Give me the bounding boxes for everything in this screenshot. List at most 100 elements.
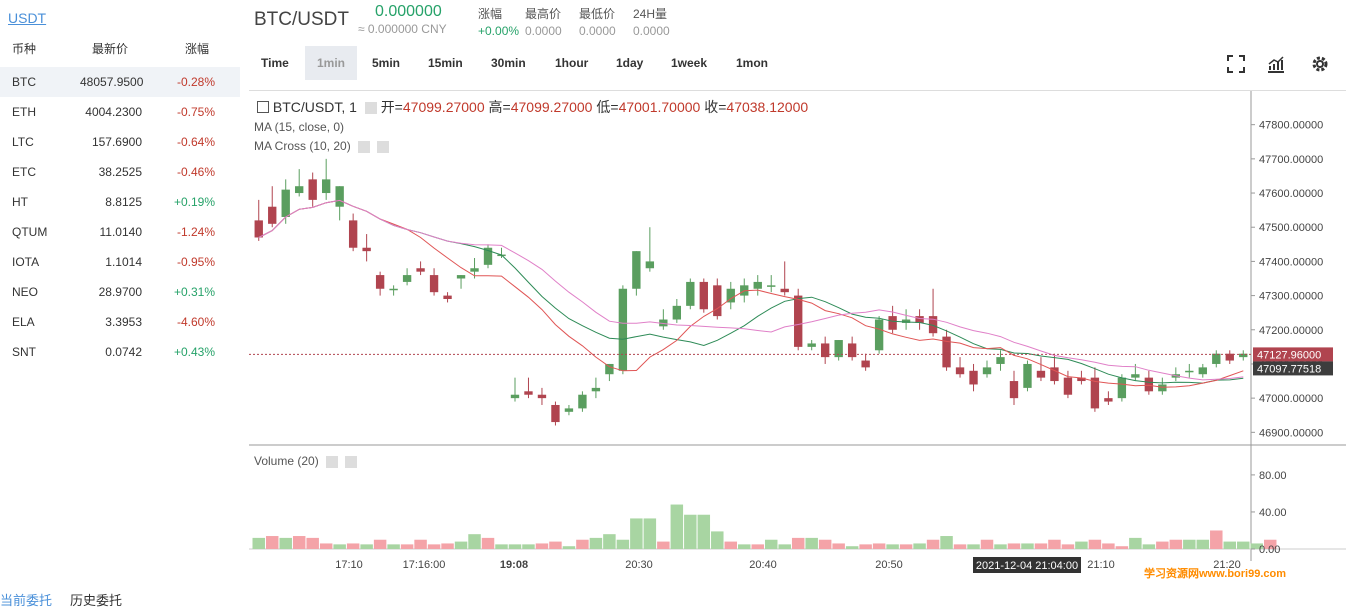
volume-close-icon[interactable] bbox=[345, 455, 358, 468]
header-change[interactable]: 涨幅 bbox=[185, 42, 210, 56]
quote-currency-tab[interactable]: USDT bbox=[8, 10, 47, 26]
ma-cross-settings-icon[interactable] bbox=[358, 140, 371, 153]
candle-body bbox=[551, 404, 560, 423]
price-axis-label: 47200.00000 bbox=[1259, 325, 1323, 337]
candle-body bbox=[1158, 384, 1167, 392]
candle-body bbox=[672, 305, 682, 320]
candle-body bbox=[982, 367, 992, 375]
open-label: 开= bbox=[380, 99, 403, 115]
market-row-btc[interactable]: BTC 48057.9500 -0.28% bbox=[0, 67, 240, 97]
coin-name: QTUM bbox=[12, 225, 48, 239]
candle-body bbox=[470, 268, 479, 272]
coin-change: -4.60% bbox=[176, 315, 215, 329]
interval-1min[interactable]: 1min bbox=[305, 46, 358, 80]
candle-body bbox=[308, 179, 317, 200]
time-axis-label: 20:30 bbox=[625, 559, 653, 571]
candle-body bbox=[955, 367, 965, 375]
coin-name: HT bbox=[12, 195, 28, 209]
candle-body bbox=[888, 316, 897, 330]
interval-time[interactable]: Time bbox=[261, 56, 289, 70]
volume-bar bbox=[1196, 539, 1210, 549]
candle-body bbox=[618, 288, 628, 371]
tab-order-history[interactable]: 历史委托 bbox=[70, 593, 123, 608]
ma-cross-indicator-label[interactable]: MA Cross (10, 20) bbox=[254, 139, 390, 153]
header-price[interactable]: 最新价 bbox=[92, 42, 129, 56]
chart-canvas[interactable]: 47800.00000 47700.00000 47600.00000 47500.0… bbox=[249, 91, 1346, 591]
candle-body bbox=[362, 247, 371, 252]
volume-bar bbox=[1183, 539, 1196, 549]
fullscreen-icon[interactable] bbox=[1226, 54, 1246, 74]
candle-body bbox=[915, 316, 924, 323]
indicators-icon[interactable] bbox=[1266, 54, 1286, 74]
volume-bar bbox=[292, 536, 306, 549]
volume-axis-label: 0.00 bbox=[1259, 544, 1280, 556]
kline-chart[interactable]: 47800.00000 47700.00000 47600.00000 47500.0… bbox=[249, 90, 1346, 591]
market-row-etc[interactable]: ETC 38.2525 -0.46% bbox=[0, 157, 240, 187]
ohlc-legend: BTC/USDT, 1 开=47099.27000 高=47099.27000 … bbox=[257, 97, 808, 117]
candle-body bbox=[524, 391, 533, 395]
candle-body bbox=[901, 319, 911, 323]
interval-5min[interactable]: 5min bbox=[372, 56, 401, 70]
cny-price: ≈ 0.000000 CNY bbox=[358, 22, 447, 36]
coin-name: ETC bbox=[12, 165, 36, 179]
time-axis-label: 19:08 bbox=[500, 559, 528, 571]
high-label: 高= bbox=[488, 99, 511, 115]
volume-indicator-label[interactable]: Volume (20) bbox=[254, 454, 358, 468]
interval-1day[interactable]: 1day bbox=[616, 56, 644, 70]
ma-indicator-label[interactable]: MA (15, close, 0) bbox=[254, 120, 345, 134]
candle-body bbox=[281, 189, 290, 217]
market-row-ht[interactable]: HT 8.8125 +0.19% bbox=[0, 187, 240, 217]
market-row-neo[interactable]: NEO 28.9700 +0.31% bbox=[0, 277, 240, 307]
market-row-ltc[interactable]: LTC 157.6900 -0.64% bbox=[0, 127, 240, 157]
price-axis-label: 46900.00000 bbox=[1259, 427, 1323, 439]
coin-name: ELA bbox=[12, 315, 35, 329]
volume-bar bbox=[1210, 530, 1223, 549]
candle-body bbox=[537, 394, 547, 399]
settings-gear-icon[interactable] bbox=[1310, 54, 1330, 74]
volume-settings-icon[interactable] bbox=[326, 455, 339, 468]
volume-bar bbox=[724, 541, 738, 549]
candle-body bbox=[456, 275, 466, 279]
candle-body bbox=[645, 261, 655, 269]
interval-1mon[interactable]: 1mon bbox=[736, 56, 769, 70]
market-row-ela[interactable]: ELA 3.3953 -4.60% bbox=[0, 307, 240, 337]
volume-bar bbox=[711, 531, 724, 549]
candle-body bbox=[794, 295, 803, 347]
header-coin[interactable]: 币种 bbox=[12, 42, 37, 56]
market-row-eth[interactable]: ETH 4004.2300 -0.75% bbox=[0, 97, 240, 127]
candle-body bbox=[605, 363, 614, 375]
stat-volume-value: 0.0000 bbox=[633, 24, 670, 38]
ma-cross-fast-line bbox=[258, 199, 1244, 388]
settings-mini-icon[interactable] bbox=[364, 102, 377, 115]
ma-cross-close-icon[interactable] bbox=[377, 140, 390, 153]
tab-current-orders[interactable]: 当前委托 bbox=[0, 593, 53, 608]
stat-high-value: 0.0000 bbox=[525, 24, 562, 38]
interval-30min[interactable]: 30min bbox=[491, 56, 526, 70]
volume-axis-label: 80.00 bbox=[1259, 470, 1287, 482]
last-price: 0.000000 bbox=[375, 3, 442, 20]
volume-bar bbox=[333, 544, 346, 549]
interval-1week[interactable]: 1week bbox=[671, 56, 708, 70]
volume-bar bbox=[1237, 541, 1250, 549]
high-value: 47099.27000 bbox=[510, 99, 593, 115]
volume-bar bbox=[454, 541, 468, 549]
crosshair-time-tag-bg bbox=[973, 557, 1081, 573]
market-row-snt[interactable]: SNT 0.0742 +0.43% bbox=[0, 337, 240, 367]
volume-bar bbox=[1048, 539, 1061, 549]
collapse-icon[interactable] bbox=[257, 101, 269, 113]
coin-price: 28.9700 bbox=[98, 285, 142, 299]
volume-bar bbox=[845, 546, 859, 549]
candle-body bbox=[483, 247, 493, 265]
interval-1hour[interactable]: 1hour bbox=[555, 56, 589, 70]
candle-body bbox=[1185, 370, 1194, 373]
market-row-iota[interactable]: IOTA 1.1014 -0.95% bbox=[0, 247, 240, 277]
candle-body bbox=[1050, 367, 1059, 382]
price-axis-label: 47800.00000 bbox=[1259, 120, 1323, 132]
volume-bar bbox=[1075, 541, 1088, 549]
volume-bar bbox=[427, 544, 441, 549]
stat-high-label: 最高价 bbox=[525, 7, 562, 21]
volume-bar bbox=[279, 537, 292, 549]
volume-bar bbox=[980, 539, 994, 549]
market-row-qtum[interactable]: QTUM 11.0140 -1.24% bbox=[0, 217, 240, 247]
interval-15min[interactable]: 15min bbox=[428, 56, 463, 70]
